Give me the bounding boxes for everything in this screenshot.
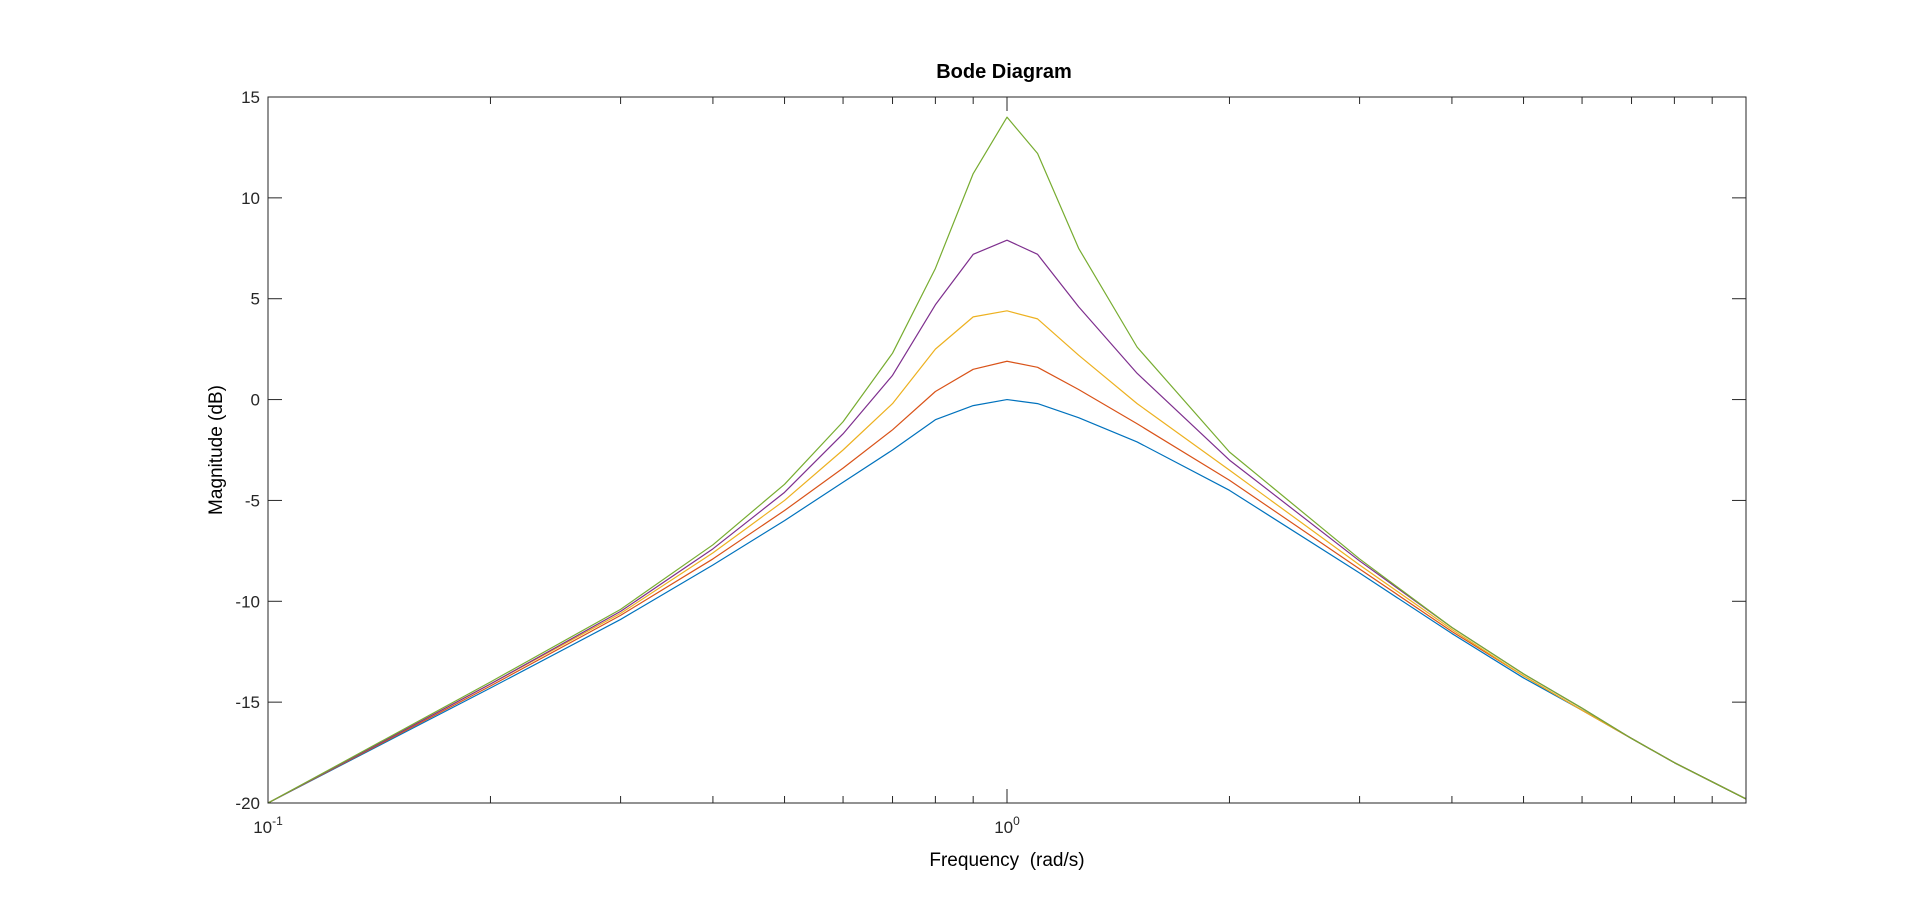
- y-tick-label: -10: [235, 592, 260, 611]
- x-tick-label-base: 10: [994, 818, 1013, 837]
- y-tick-label: -5: [245, 491, 260, 510]
- y-axis-label: Magnitude (dB): [206, 385, 227, 515]
- chart-title: Bode Diagram: [936, 61, 1072, 83]
- axes-box: [267, 96, 1747, 804]
- y-tick-label: 10: [241, 189, 260, 208]
- plot-area: [268, 97, 1746, 803]
- x-tick-label-base: 10: [253, 818, 272, 837]
- y-tick-label: -20: [235, 794, 260, 813]
- x-tick-label-exponent: -1: [272, 814, 283, 828]
- y-tick-label: 5: [251, 290, 260, 309]
- series-line-5: [267, 116, 1747, 804]
- y-tick-label: -15: [235, 693, 260, 712]
- series-line-3: [267, 310, 1747, 804]
- y-tick-label: 15: [241, 88, 260, 107]
- y-tick-label: 0: [251, 391, 260, 410]
- x-tick-label: 10-1: [253, 814, 283, 837]
- x-tick-label-exponent: 0: [1013, 814, 1020, 828]
- series-layer: [267, 116, 1747, 804]
- x-axis-label: Frequency (rad/s): [929, 850, 1084, 871]
- x-tick-label: 100: [994, 814, 1020, 837]
